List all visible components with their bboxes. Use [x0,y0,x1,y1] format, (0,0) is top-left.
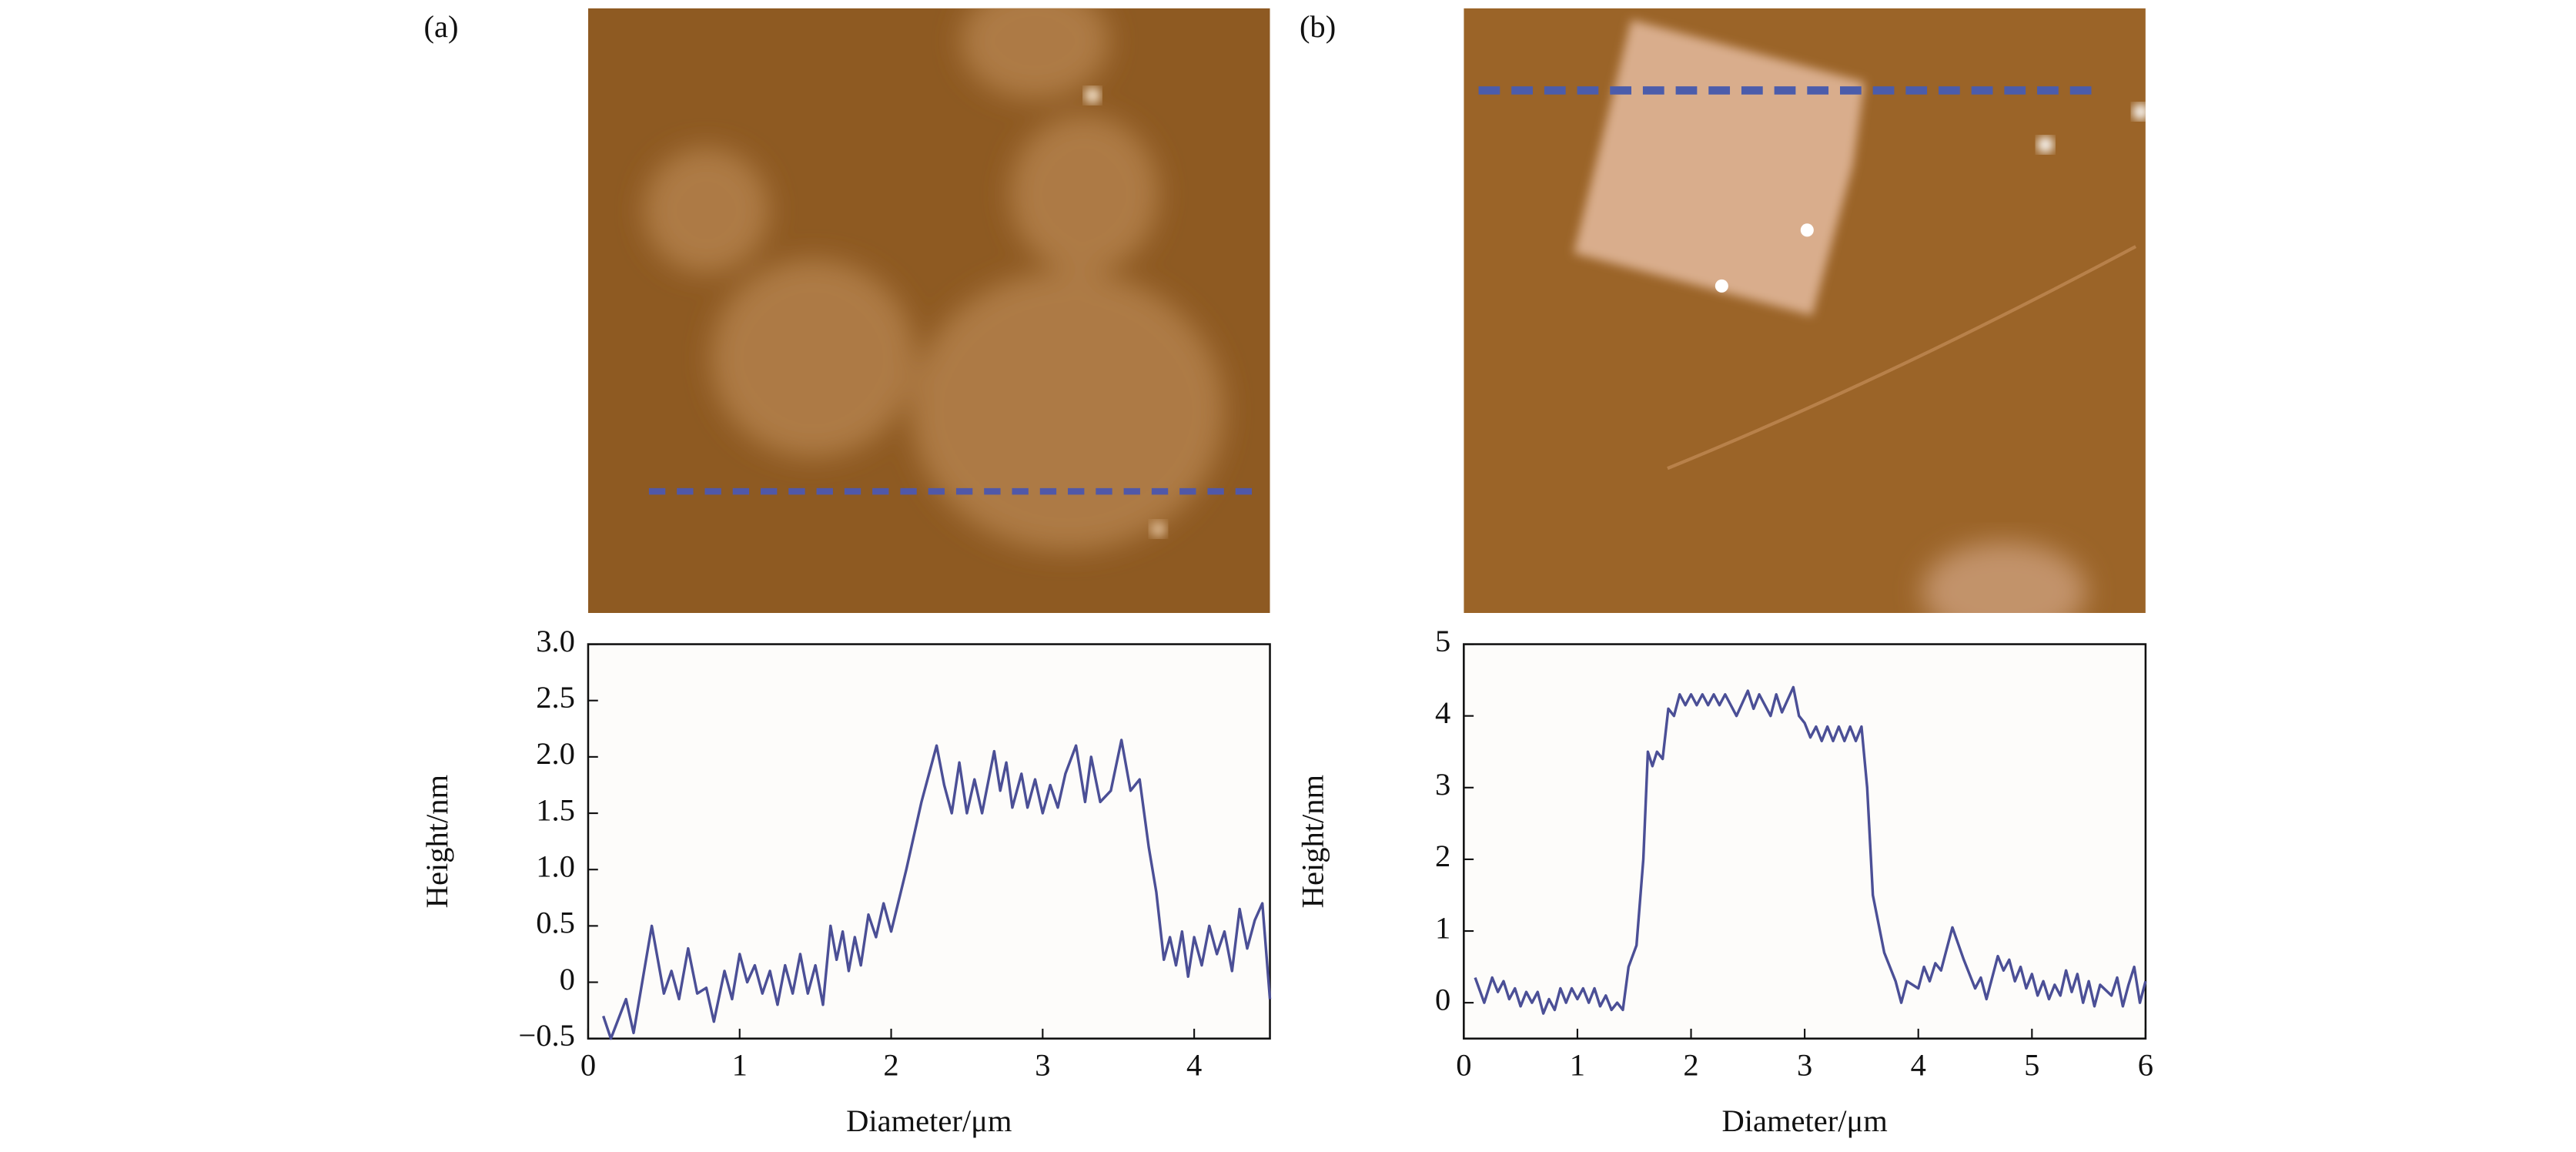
y-tick-label: 2 [1435,839,1450,873]
data-line [1474,685,2147,1015]
afm-image-a [587,8,1270,614]
x-tick-label: 1 [1570,1047,1585,1082]
x-tick-label: 0 [580,1047,596,1082]
x-tick-label: 5 [2024,1047,2039,1082]
x-axis-label: Diameter/μm [846,1103,1012,1138]
y-tick-label: 1 [1435,910,1450,945]
data-line [602,738,1272,1040]
y-tick-label: 0 [1435,982,1450,1016]
y-axis-label: Height/nm [1296,775,1330,908]
x-tick-label: 2 [1683,1047,1698,1082]
y-tick-label: 1.0 [536,849,575,884]
x-axis-label: Diameter/μm [1721,1103,1887,1138]
y-tick-label: 3.0 [536,624,575,658]
y-tick-label: 1.5 [536,792,575,827]
y-tick-label: 3 [1435,767,1450,802]
afm-image-b [1464,8,2146,614]
x-tick-label: 6 [2138,1047,2153,1082]
x-tick-label: 3 [1797,1047,1812,1082]
panel-label: (a) [424,9,459,44]
x-tick-label: 2 [883,1047,898,1082]
y-tick-label: 0.5 [536,906,575,940]
plot-area [587,643,1271,1040]
y-tick-label: 5 [1435,624,1450,658]
panel-label: (b) [1300,9,1336,44]
y-axis-label: Height/nm [420,775,454,908]
x-tick-label: 1 [732,1047,748,1082]
x-tick-label: 4 [1186,1047,1202,1082]
y-tick-label: 2.5 [536,680,575,715]
plot-area [1463,643,2147,1040]
y-tick-label: 0 [560,962,575,996]
y-tick-label: 2.0 [536,736,575,771]
y-tick-label: −0.5 [518,1018,575,1053]
x-tick-label: 4 [1911,1047,1926,1082]
y-tick-label: 4 [1435,695,1450,730]
x-tick-label: 0 [1456,1047,1471,1082]
x-tick-label: 3 [1035,1047,1050,1082]
